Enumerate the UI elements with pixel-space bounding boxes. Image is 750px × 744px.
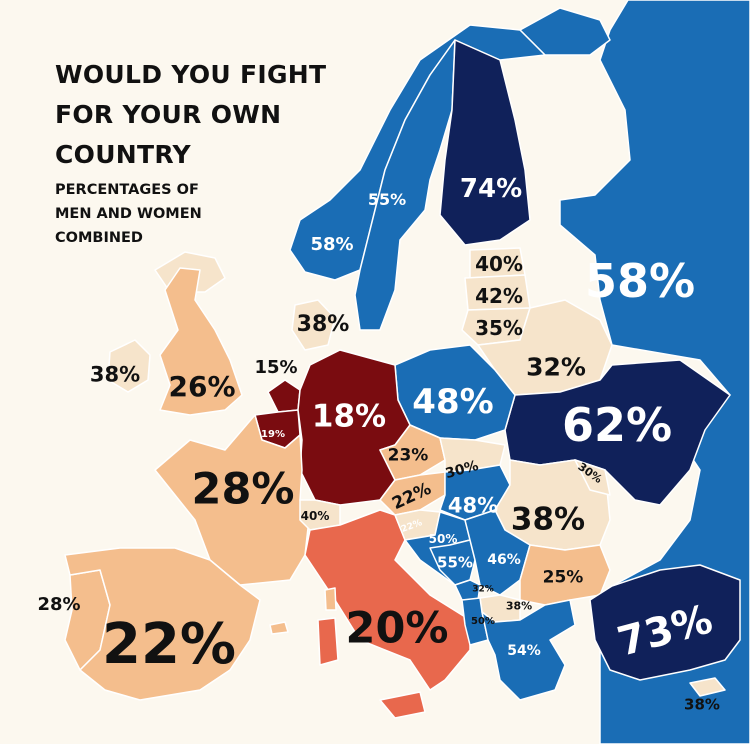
region-netherlands [267,379,301,413]
label-estonia: 40% [475,252,523,276]
subtitle-line: COMBINED [55,230,143,246]
region-spain [64,547,261,701]
label-ireland: 38% [89,362,141,387]
region-sicily [379,691,426,719]
label-bosnia: 55% [437,553,473,572]
region-finland [439,39,531,246]
label-croatia: 50% [428,532,458,546]
label-belarus: 32% [526,352,586,382]
label-sweden: 55% [367,190,407,209]
label-switzerland: 40% [300,509,330,523]
region-greece [481,599,576,701]
label-ukraine: 62% [561,398,673,452]
label-czechia: 23% [387,445,429,466]
region-montenegro [454,579,481,601]
region-denmark [291,299,336,351]
label-romania: 38% [510,501,586,538]
label-denmark: 38% [296,312,350,337]
label-hungary: 48% [447,493,499,518]
region-serbia [464,509,531,596]
label-cyprus: 38% [684,695,720,714]
label-poland: 48% [412,382,494,422]
title-line: FOR YOUR OWN [55,100,282,129]
label-spain: 22% [101,612,237,677]
subtitle-line: PERCENTAGES OF [55,182,199,198]
region-moldova [574,459,611,496]
label-albania: 50% [471,616,495,627]
region-cyprus [689,677,726,697]
region-uk [159,267,243,416]
label-north-macedonia: 38% [505,599,533,613]
region-turkey [589,564,741,681]
label-portugal: 28% [37,594,81,615]
region-sweden [354,39,456,331]
label-norway: 58% [310,234,354,255]
label-italy: 20% [345,603,449,654]
label-france: 28% [191,464,295,515]
region-sardinia [317,617,339,666]
label-uk: 26% [168,370,236,403]
region-balearics [269,621,289,635]
label-netherlands: 15% [254,357,298,378]
label-lithuania: 35% [475,316,523,340]
label-russia: 58% [584,254,696,308]
label-germany: 18% [311,398,387,435]
map-subtitle: PERCENTAGES OF MEN AND WOMEN COMBINED [55,178,305,250]
label-serbia: 46% [487,552,521,568]
title-line: WOULD YOU FIGHT [55,60,327,89]
label-greece: 54% [507,643,541,659]
subtitle-line: MEN AND WOMEN [55,206,202,222]
map-title: WOULD YOU FIGHT FOR YOUR OWN COUNTRY [55,55,375,175]
title-line: COUNTRY [55,140,191,169]
region-bulgaria [519,544,611,606]
region-ireland [107,339,151,393]
label-belgium: 19% [261,429,285,440]
label-latvia: 42% [475,284,523,308]
region-bosnia [429,539,476,586]
region-corsica [324,587,337,611]
label-finland: 74% [459,174,523,204]
label-bulgaria: 25% [542,567,584,588]
label-montenegro: 32% [472,584,494,595]
